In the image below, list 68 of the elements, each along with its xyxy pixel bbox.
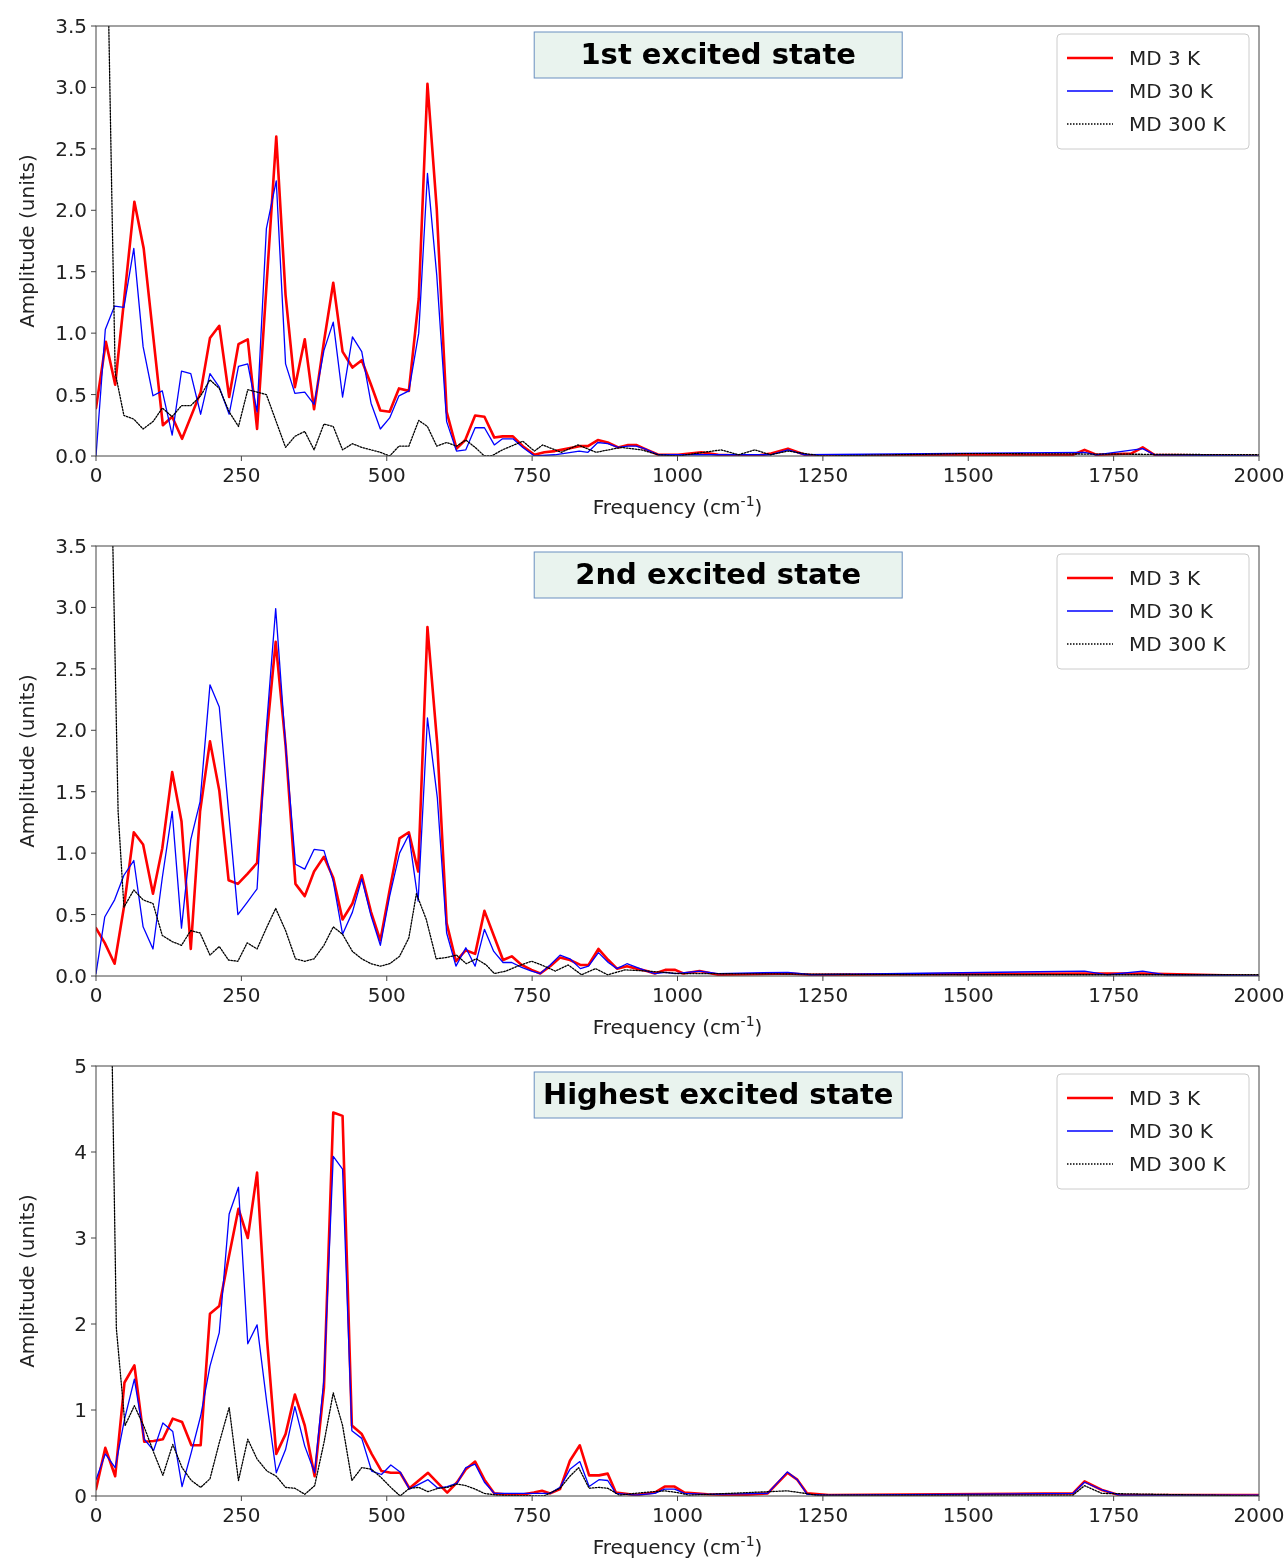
x-tick-label: 250 bbox=[222, 983, 261, 1007]
x-tick-label: 250 bbox=[222, 463, 261, 487]
y-tick-label: 3.0 bbox=[55, 75, 87, 100]
y-axis-title: Amplitude (units) bbox=[15, 1194, 39, 1368]
x-tick-label: 2000 bbox=[1233, 1503, 1285, 1527]
legend-label: MD 30 K bbox=[1129, 599, 1214, 623]
y-tick-label: 0.0 bbox=[55, 444, 87, 468]
x-tick-label: 1000 bbox=[652, 463, 703, 487]
x-tick-label: 750 bbox=[513, 1503, 552, 1527]
x-tick-label: 1000 bbox=[652, 1503, 703, 1527]
legend-label: MD 3 K bbox=[1129, 566, 1202, 590]
x-axis-title: Frequency (cm$^{-1}$) bbox=[592, 1013, 763, 1039]
y-tick-label: 3.0 bbox=[55, 595, 87, 620]
x-tick-label: 0 bbox=[89, 983, 103, 1007]
y-tick-label: 1.0 bbox=[55, 321, 87, 346]
y-tick-label: 1.5 bbox=[55, 259, 87, 284]
legend-label: MD 30 K bbox=[1129, 79, 1214, 103]
y-tick-label: 0 bbox=[74, 1484, 87, 1508]
legend-label: MD 3 K bbox=[1129, 1086, 1202, 1110]
y-tick-label: 3.5 bbox=[55, 534, 87, 558]
y-tick-label: 5 bbox=[74, 1054, 87, 1078]
x-tick-label: 1750 bbox=[1088, 983, 1140, 1007]
y-tick-label: 2.5 bbox=[55, 136, 87, 161]
x-tick-label: 500 bbox=[367, 983, 406, 1007]
y-tick-label: 0.5 bbox=[55, 902, 87, 927]
y-tick-label: 3.5 bbox=[55, 14, 87, 38]
legend-label: MD 300 K bbox=[1129, 112, 1227, 136]
x-tick-label: 1250 bbox=[797, 983, 849, 1007]
x-axis-title: Frequency (cm$^{-1}$) bbox=[592, 1533, 763, 1559]
y-tick-label: 1.0 bbox=[55, 841, 87, 866]
y-tick-label: 3 bbox=[74, 1226, 87, 1250]
line-series bbox=[112, 546, 1259, 976]
x-tick-label: 2000 bbox=[1233, 463, 1285, 487]
x-tick-label: 1500 bbox=[942, 463, 994, 487]
chart-title: 1st excited state bbox=[580, 37, 856, 71]
x-tick-label: 750 bbox=[513, 463, 552, 487]
x-tick-label: 1750 bbox=[1088, 1503, 1140, 1527]
legend-label: MD 300 K bbox=[1129, 1152, 1227, 1176]
x-tick-label: 2000 bbox=[1233, 983, 1285, 1007]
x-tick-label: 750 bbox=[513, 983, 552, 1007]
x-tick-label: 250 bbox=[222, 1503, 261, 1527]
x-tick-label: 1750 bbox=[1088, 463, 1140, 487]
x-tick-label: 1500 bbox=[942, 983, 994, 1007]
x-tick-label: 1500 bbox=[942, 1503, 994, 1527]
x-tick-label: 1250 bbox=[797, 1503, 849, 1527]
x-tick-label: 1000 bbox=[652, 983, 703, 1007]
y-tick-label: 0.0 bbox=[55, 964, 87, 988]
chart-title: 2nd excited state bbox=[575, 557, 862, 591]
y-tick-label: 0.5 bbox=[55, 382, 87, 407]
x-tick-label: 1250 bbox=[797, 463, 849, 487]
legend-label: MD 30 K bbox=[1129, 1119, 1214, 1143]
legend-label: MD 3 K bbox=[1129, 46, 1202, 70]
y-tick-label: 2.0 bbox=[55, 718, 87, 743]
y-axis-title: Amplitude (units) bbox=[15, 154, 39, 328]
legend-label: MD 300 K bbox=[1129, 632, 1227, 656]
x-tick-label: 0 bbox=[89, 1503, 103, 1527]
y-tick-label: 2 bbox=[74, 1312, 87, 1336]
y-axis-title: Amplitude (units) bbox=[15, 674, 39, 848]
y-tick-label: 2.0 bbox=[55, 198, 87, 223]
y-tick-label: 2.5 bbox=[55, 656, 87, 681]
x-axis-title: Frequency (cm$^{-1}$) bbox=[592, 493, 763, 519]
x-tick-label: 500 bbox=[367, 1503, 406, 1527]
x-tick-label: 500 bbox=[367, 463, 406, 487]
y-tick-label: 1.5 bbox=[55, 779, 87, 804]
y-tick-label: 1 bbox=[74, 1398, 87, 1422]
x-tick-label: 0 bbox=[89, 463, 103, 487]
y-tick-label: 4 bbox=[74, 1140, 87, 1164]
chart-title: Highest excited state bbox=[542, 1077, 894, 1111]
